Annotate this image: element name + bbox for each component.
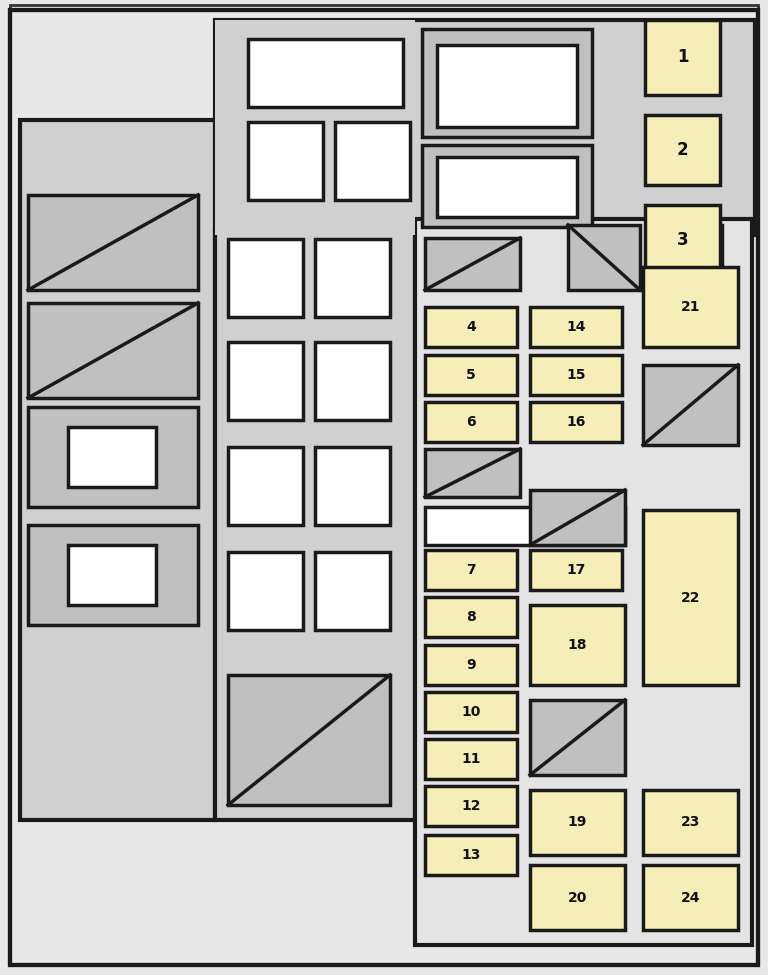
Text: 3: 3	[677, 231, 688, 249]
Bar	[530, 402, 622, 442]
Bar	[315, 239, 390, 317]
Bar	[425, 550, 517, 590]
Bar	[425, 739, 517, 779]
Text: 14: 14	[566, 320, 586, 334]
Text: 18: 18	[568, 638, 588, 652]
Text: 23: 23	[680, 815, 700, 830]
Text: 2: 2	[677, 141, 688, 159]
Bar	[28, 303, 198, 398]
Text: 17: 17	[566, 563, 586, 577]
Bar	[215, 20, 415, 235]
Bar	[228, 552, 303, 630]
Bar	[645, 115, 720, 185]
Bar	[645, 20, 720, 95]
Bar	[228, 447, 303, 525]
Bar	[530, 790, 625, 855]
Bar	[530, 605, 625, 685]
Bar	[437, 157, 577, 217]
Bar	[645, 205, 720, 275]
Bar	[425, 645, 517, 685]
Bar	[228, 239, 303, 317]
Bar	[248, 122, 323, 200]
Bar	[415, 219, 752, 945]
Bar	[425, 507, 625, 545]
Text: 7: 7	[466, 563, 476, 577]
Text: 10: 10	[462, 705, 481, 719]
Polygon shape	[10, 5, 758, 965]
Bar	[248, 39, 403, 107]
Text: 24: 24	[680, 890, 700, 905]
Bar	[28, 525, 198, 625]
Text: 13: 13	[462, 848, 481, 862]
Text: 6: 6	[466, 415, 476, 429]
Bar	[530, 865, 625, 930]
Bar	[425, 786, 517, 826]
Text: 5: 5	[466, 368, 476, 382]
Bar	[315, 552, 390, 630]
Bar	[425, 307, 517, 347]
Text: 16: 16	[566, 415, 586, 429]
Bar	[228, 675, 390, 805]
Bar	[530, 307, 622, 347]
Bar	[643, 865, 738, 930]
Bar	[425, 355, 517, 395]
Text: 22: 22	[680, 591, 700, 604]
Bar	[650, 225, 722, 290]
Bar	[643, 267, 738, 347]
Bar	[643, 365, 738, 445]
Text: 19: 19	[568, 815, 588, 830]
Bar	[215, 230, 415, 820]
Bar	[28, 407, 198, 507]
Bar	[530, 550, 622, 590]
Bar	[425, 449, 520, 497]
Bar	[228, 342, 303, 420]
Bar	[68, 427, 156, 487]
Bar	[425, 692, 517, 732]
Text: 4: 4	[466, 320, 476, 334]
Bar	[315, 342, 390, 420]
Text: 21: 21	[680, 300, 700, 314]
Bar	[68, 545, 156, 605]
Bar	[643, 510, 738, 685]
Bar	[643, 790, 738, 855]
Text: 20: 20	[568, 890, 588, 905]
Bar	[425, 402, 517, 442]
Bar	[215, 20, 755, 235]
Bar	[530, 355, 622, 395]
Text: 9: 9	[466, 658, 476, 672]
Bar	[335, 122, 410, 200]
Bar	[530, 490, 625, 545]
Bar	[425, 597, 517, 637]
Bar	[568, 225, 640, 290]
Bar	[422, 145, 592, 227]
Bar	[28, 195, 198, 290]
Bar	[437, 45, 577, 127]
Bar	[530, 700, 625, 775]
Bar	[20, 120, 215, 820]
Text: 1: 1	[677, 49, 688, 66]
Text: 15: 15	[566, 368, 586, 382]
Bar	[422, 29, 592, 137]
Bar	[425, 835, 517, 875]
Text: 11: 11	[462, 752, 481, 766]
Text: 12: 12	[462, 799, 481, 813]
Text: 8: 8	[466, 610, 476, 624]
Bar	[315, 447, 390, 525]
Bar	[425, 238, 520, 290]
